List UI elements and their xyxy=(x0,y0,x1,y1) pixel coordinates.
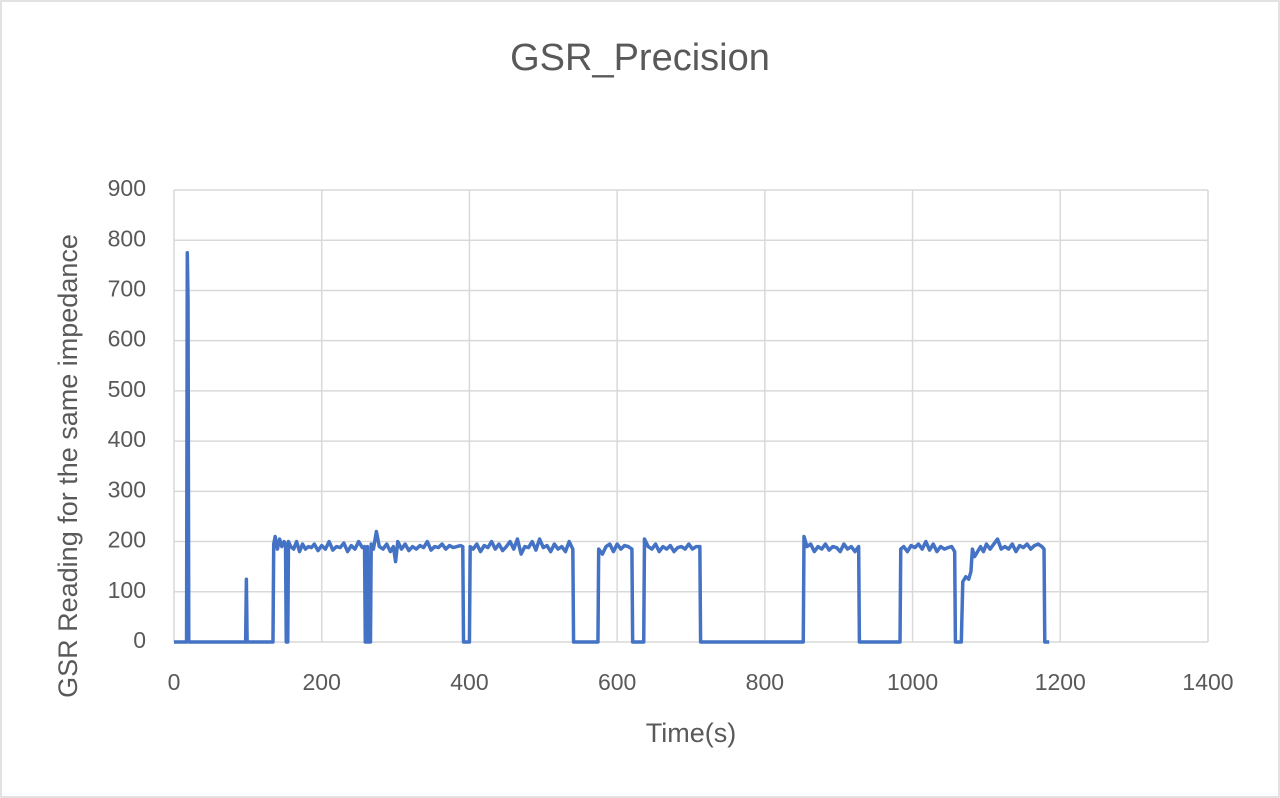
y-tick-label: 400 xyxy=(108,426,146,452)
x-tick-label: 800 xyxy=(746,669,784,695)
y-tick-label: 700 xyxy=(108,276,146,302)
x-tick-label: 600 xyxy=(598,669,636,695)
data-line xyxy=(174,251,1050,644)
y-tick-label: 100 xyxy=(108,577,146,603)
x-tick-label: 1200 xyxy=(1035,669,1086,695)
x-tick-label: 200 xyxy=(303,669,341,695)
y-tick-label: 500 xyxy=(108,376,146,402)
y-tick-label: 300 xyxy=(108,476,146,502)
x-tick-label: 1400 xyxy=(1182,669,1233,695)
x-tick-label: 0 xyxy=(168,669,181,695)
x-tick-label: 1000 xyxy=(887,669,938,695)
y-tick-label: 800 xyxy=(108,225,146,251)
y-tick-label: 200 xyxy=(108,527,146,553)
chart-title: GSR_Precision xyxy=(510,37,770,79)
x-tick-label: 400 xyxy=(450,669,488,695)
x-axis-title: Time(s) xyxy=(646,718,736,748)
y-tick-label: 0 xyxy=(133,627,146,653)
y-tick-label: 600 xyxy=(108,326,146,352)
y-axis-title: GSR Reading for the same impedance xyxy=(53,234,83,698)
y-tick-label: 900 xyxy=(108,175,146,201)
